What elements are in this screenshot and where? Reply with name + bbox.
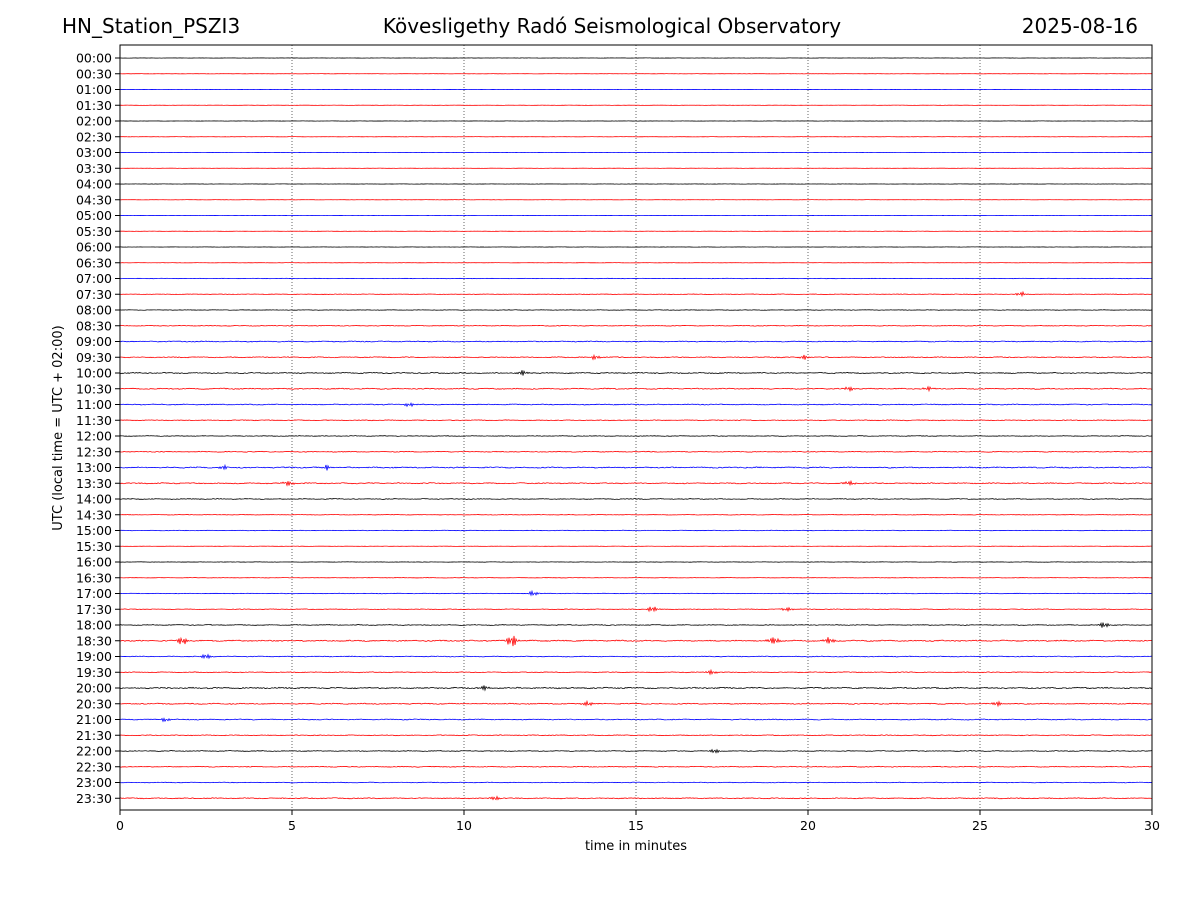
y-tick-label: 04:00 — [76, 177, 112, 192]
y-tick-label: 13:30 — [76, 476, 112, 491]
x-axis-label: time in minutes — [585, 839, 687, 854]
trace-line — [119, 635, 1153, 647]
trace-line — [119, 435, 1153, 437]
y-tick-label: 08:30 — [76, 318, 112, 333]
trace-line — [119, 463, 1153, 471]
station-name: HN_Station_PSZI3 — [62, 14, 241, 38]
y-tick-label: 06:00 — [76, 240, 112, 255]
trace-line — [120, 606, 1153, 613]
y-tick-label: 18:30 — [76, 633, 112, 648]
y-tick-label: 12:00 — [76, 429, 112, 444]
y-tick-label: 02:30 — [76, 129, 112, 144]
trace-line — [119, 324, 1152, 327]
trace-line — [119, 479, 1153, 487]
y-tick-label: 00:30 — [76, 66, 112, 81]
x-tick-label: 15 — [628, 818, 644, 833]
y-tick-label: 15:00 — [76, 523, 112, 538]
y-tick-label: 16:30 — [76, 570, 112, 585]
trace-line — [119, 419, 1153, 422]
y-tick-label: 21:00 — [76, 712, 112, 727]
y-tick-label: 07:00 — [76, 271, 112, 286]
x-tick-label: 10 — [456, 818, 472, 833]
x-tick-label: 30 — [1144, 818, 1160, 833]
y-tick-label: 23:00 — [76, 775, 112, 790]
y-tick-label: 10:30 — [76, 381, 112, 396]
x-tick-label: 5 — [288, 818, 296, 833]
y-tick-label: 06:30 — [76, 255, 112, 270]
y-tick-label: 09:30 — [76, 350, 112, 365]
y-tick-label: 07:30 — [76, 287, 112, 302]
y-tick-label: 08:00 — [76, 303, 112, 318]
trace-line — [119, 498, 1153, 500]
x-tick-label: 0 — [116, 818, 124, 833]
y-axis-label: UTC (local time = UTC + 02:00) — [51, 325, 66, 530]
y-axis-ticks: 00:0000:3001:0001:3002:0002:3003:0003:30… — [76, 51, 120, 806]
trace-line — [119, 765, 1153, 768]
trace-line — [119, 309, 1153, 311]
y-tick-label: 20:00 — [76, 681, 112, 696]
y-tick-label: 21:30 — [76, 728, 112, 743]
trace-line — [119, 340, 1153, 343]
chart-date: 2025-08-16 — [1021, 14, 1138, 38]
y-tick-label: 18:00 — [76, 618, 112, 633]
y-tick-label: 12:30 — [76, 444, 112, 459]
trace-line — [119, 514, 1153, 516]
y-tick-label: 05:00 — [76, 208, 112, 223]
y-tick-label: 01:00 — [76, 82, 112, 97]
y-tick-label: 05:30 — [76, 224, 112, 239]
y-tick-label: 14:00 — [76, 492, 112, 507]
grid-lines — [291, 45, 981, 810]
trace-line — [119, 795, 1153, 801]
y-tick-label: 09:00 — [76, 334, 112, 349]
y-tick-label: 23:30 — [76, 791, 112, 806]
x-tick-label: 25 — [972, 818, 988, 833]
x-tick-label: 20 — [800, 818, 816, 833]
seismogram-traces — [119, 57, 1153, 801]
y-tick-label: 02:00 — [76, 114, 112, 129]
y-tick-label: 17:00 — [76, 586, 112, 601]
trace-line — [119, 529, 1153, 532]
trace-line — [119, 781, 1153, 784]
y-tick-label: 01:30 — [76, 98, 112, 113]
y-tick-label: 03:00 — [76, 145, 112, 160]
y-tick-label: 20:30 — [76, 696, 112, 711]
x-axis-ticks: 0 5 10 15 20 25 30 — [116, 810, 1160, 833]
trace-line — [119, 589, 1153, 597]
trace-line — [119, 717, 1153, 723]
y-tick-label: 11:00 — [76, 397, 112, 412]
y-tick-label: 19:30 — [76, 665, 112, 680]
trace-line — [119, 450, 1153, 453]
y-tick-label: 22:00 — [76, 744, 112, 759]
y-tick-label: 11:30 — [76, 413, 112, 428]
trace-line — [119, 685, 1153, 692]
trace-line — [119, 653, 1153, 660]
trace-line — [119, 668, 1153, 676]
y-tick-label: 16:00 — [76, 555, 112, 570]
y-tick-label: 14:30 — [76, 507, 112, 522]
y-tick-label: 00:00 — [76, 51, 112, 66]
trace-line — [119, 748, 1153, 754]
y-tick-label: 15:30 — [76, 539, 112, 554]
y-tick-label: 10:00 — [76, 366, 112, 381]
y-tick-label: 22:30 — [76, 759, 112, 774]
trace-line — [119, 699, 1153, 708]
y-tick-label: 19:00 — [76, 649, 112, 664]
trace-line — [119, 353, 1153, 361]
trace-line — [119, 290, 1153, 298]
trace-line — [119, 622, 1153, 628]
y-tick-label: 17:30 — [76, 602, 112, 617]
trace-line — [119, 370, 1153, 376]
trace-line — [119, 385, 1153, 393]
chart-title: Kövesligethy Radó Seismological Observat… — [382, 14, 842, 38]
y-tick-label: 13:00 — [76, 460, 112, 475]
y-tick-label: 04:30 — [76, 192, 112, 207]
trace-line — [119, 402, 1153, 408]
y-tick-label: 03:30 — [76, 161, 112, 176]
trace-line — [119, 734, 1153, 737]
